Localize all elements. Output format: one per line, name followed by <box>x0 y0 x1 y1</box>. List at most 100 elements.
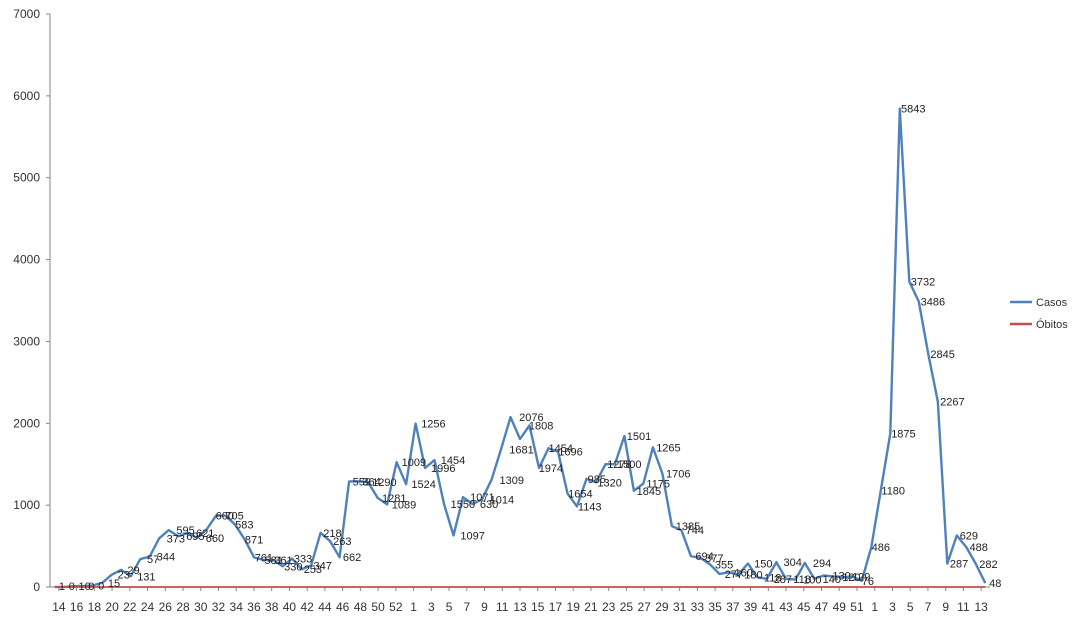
data-label: 1278 <box>607 459 631 471</box>
x-tick-label: 34 <box>230 600 244 614</box>
x-tick-label: 35 <box>708 600 722 614</box>
data-labels: 1 0 100 0 1523291315734437359569562166060070… <box>59 104 1001 593</box>
data-label: 330 <box>284 561 302 573</box>
y-tick-label: 3000 <box>13 334 40 348</box>
data-label: 1256 <box>421 419 445 431</box>
x-tick-label: 11 <box>957 600 970 614</box>
data-label: 294 <box>813 558 831 570</box>
x-tick-label: 36 <box>247 600 261 614</box>
data-label: 2845 <box>930 349 954 361</box>
data-label: 1009 <box>402 457 426 469</box>
x-tick-label: 47 <box>815 600 829 614</box>
data-label: 629 <box>960 531 978 543</box>
data-label: 218 <box>323 528 341 540</box>
data-label: 1974 <box>539 463 563 475</box>
x-tick-label: 20 <box>105 600 119 614</box>
x-tick-label: 1 <box>871 600 878 614</box>
data-label: 1071 <box>470 492 494 504</box>
data-label: 287 <box>774 574 792 586</box>
x-tick-label: 15 <box>531 600 545 614</box>
data-label: 1501 <box>627 431 651 443</box>
data-label: 100 <box>803 575 821 587</box>
data-label: 660 <box>206 533 224 545</box>
x-tick-label: 43 <box>779 600 793 614</box>
x-tick-label: 3 <box>889 600 896 614</box>
data-label: 1706 <box>666 469 690 481</box>
data-label: 1845 <box>637 486 661 498</box>
y-tick-label: 4000 <box>13 253 40 267</box>
x-tick-label: 5 <box>907 600 914 614</box>
data-label: 0 <box>98 580 104 592</box>
data-label: 581 <box>265 555 283 567</box>
x-tick-label: 16 <box>70 600 84 614</box>
data-label: 333 <box>294 554 312 566</box>
x-tick-label: 31 <box>673 600 687 614</box>
data-label: 15 <box>108 578 120 590</box>
data-label: 1996 <box>431 463 455 475</box>
x-tick-label: 5 <box>446 600 453 614</box>
data-label: 0 <box>69 581 75 593</box>
data-label: 1500 <box>617 459 641 471</box>
data-label: 304 <box>784 557 802 569</box>
data-label: 1385 <box>676 521 700 533</box>
data-label: 118 <box>793 574 811 586</box>
data-label: 1290 <box>372 477 396 489</box>
data-label: 29 <box>127 565 139 577</box>
x-tick-label: 23 <box>602 600 616 614</box>
data-label: 131 <box>137 571 155 583</box>
legend-entry: Casos <box>1036 297 1068 309</box>
data-label: 662 <box>343 552 361 564</box>
data-label: 120 <box>842 572 860 584</box>
data-label: 1550 <box>451 499 475 511</box>
data-label: 761 <box>255 552 273 564</box>
x-tick-label: 7 <box>463 600 470 614</box>
data-label: 2076 <box>519 412 543 424</box>
data-label: 1454 <box>549 443 573 455</box>
series-line-casos <box>54 107 987 589</box>
y-tick-label: 5000 <box>13 171 40 185</box>
data-label: 140 <box>823 574 841 586</box>
x-tick-label: 19 <box>567 600 581 614</box>
x-tick-label: 14 <box>52 600 66 614</box>
x-tick-label: 42 <box>300 600 314 614</box>
data-label: 2267 <box>940 396 964 408</box>
data-label: 263 <box>333 536 351 548</box>
data-label: 1524 <box>411 479 435 491</box>
data-label: 486 <box>872 542 890 554</box>
x-tick-label: 9 <box>942 600 949 614</box>
data-label: 695 <box>186 531 204 543</box>
data-label: 160 <box>735 567 753 579</box>
x-tick-label: 21 <box>584 600 598 614</box>
x-tick-label: 25 <box>620 600 634 614</box>
x-tick-label: 41 <box>762 600 776 614</box>
data-label: 1875 <box>891 429 915 441</box>
y-tick-label: 6000 <box>13 89 40 103</box>
legend: Casos Óbitos <box>1010 297 1068 331</box>
data-label: 3732 <box>911 277 935 289</box>
data-label: 5843 <box>901 104 925 116</box>
data-label: 1014 <box>490 494 514 506</box>
y-tick-label: 2000 <box>13 416 40 430</box>
data-label: 694 <box>695 551 713 563</box>
data-label: 129 <box>852 571 870 583</box>
data-label: 3486 <box>921 297 945 309</box>
x-tick-label: 29 <box>655 600 669 614</box>
data-label: 583 <box>235 520 253 532</box>
x-tick-label: 18 <box>88 600 102 614</box>
x-tick-label: 49 <box>833 600 847 614</box>
data-label: 871 <box>245 534 263 546</box>
x-tick-label: 9 <box>481 600 488 614</box>
data-label: 985 <box>588 474 606 486</box>
x-tick-label: 11 <box>496 600 509 614</box>
data-label: 1175 <box>646 479 670 491</box>
data-label: 57 <box>147 554 159 566</box>
y-tick-label: 0 <box>33 580 40 594</box>
legend-entry: Óbitos <box>1036 318 1068 331</box>
data-label: 621 <box>196 528 214 540</box>
data-label: 10 <box>79 581 91 593</box>
data-label: 347 <box>314 561 332 573</box>
data-label: 0 <box>88 581 94 593</box>
data-label: 377 <box>705 553 723 565</box>
data-label: 1654 <box>568 488 592 500</box>
